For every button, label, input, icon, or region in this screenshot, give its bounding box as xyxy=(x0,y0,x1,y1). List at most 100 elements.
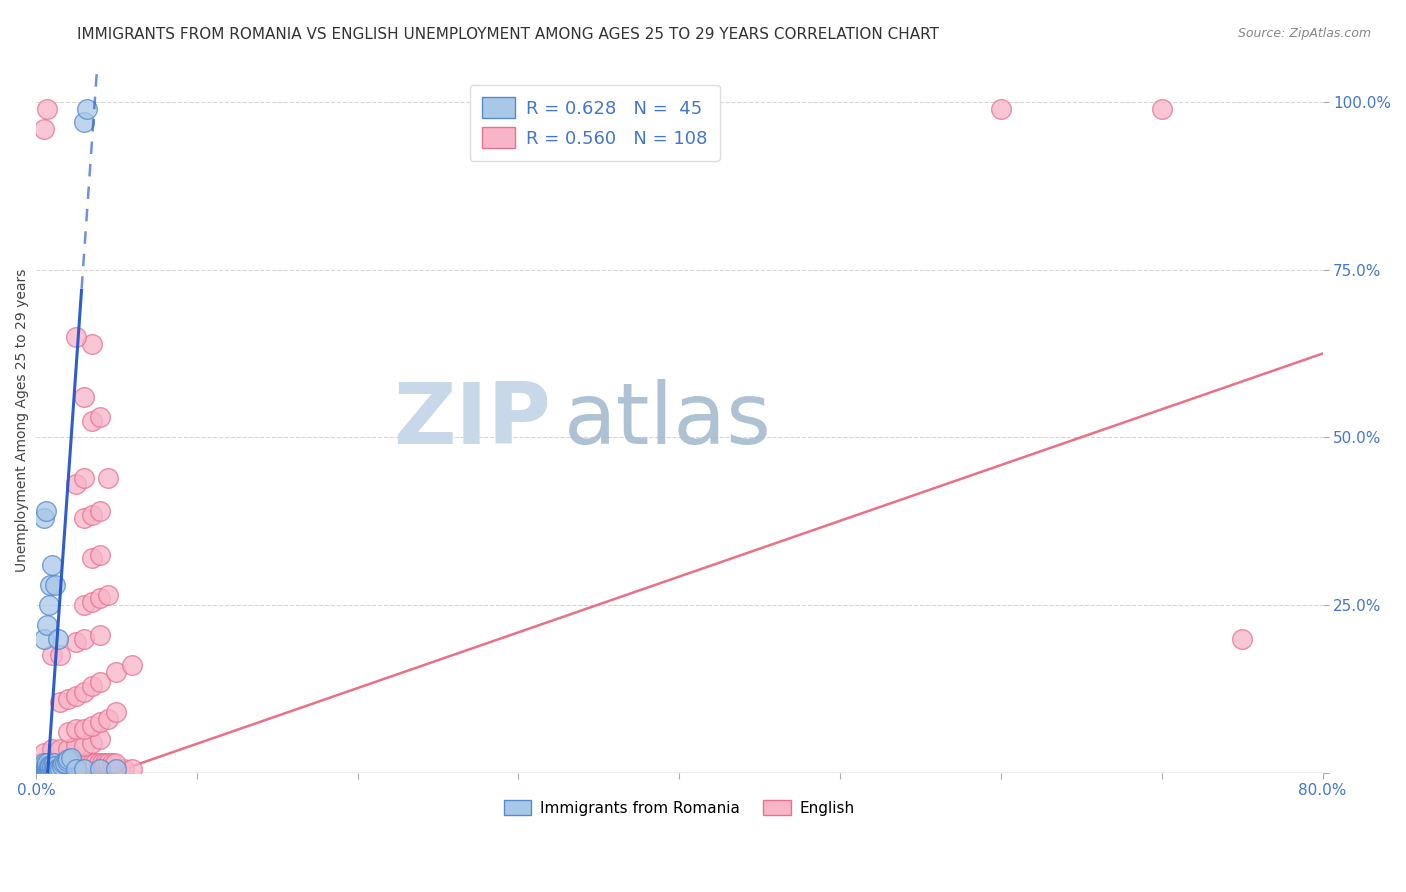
Point xyxy=(89,763,111,777)
Point xyxy=(32,121,55,136)
Point xyxy=(37,763,59,777)
Point xyxy=(56,725,79,739)
Point xyxy=(101,763,124,777)
Point xyxy=(41,763,63,777)
Point xyxy=(32,511,55,525)
Point xyxy=(112,763,135,777)
Point xyxy=(48,763,70,777)
Point xyxy=(31,759,53,773)
Point xyxy=(89,591,111,606)
Point xyxy=(76,102,98,116)
Point xyxy=(1150,102,1173,116)
Point xyxy=(34,763,56,777)
Point xyxy=(60,751,83,765)
Point xyxy=(53,756,76,770)
Point xyxy=(45,756,67,770)
Point xyxy=(38,763,60,777)
Point xyxy=(105,706,128,720)
Point xyxy=(37,759,59,773)
Point xyxy=(82,336,104,351)
Point xyxy=(121,658,143,673)
Point xyxy=(104,756,127,770)
Point xyxy=(56,763,79,777)
Point xyxy=(32,756,55,770)
Point xyxy=(37,763,59,777)
Point xyxy=(41,648,63,663)
Point xyxy=(65,739,87,753)
Point xyxy=(56,742,79,756)
Point xyxy=(49,742,72,756)
Y-axis label: Unemployment Among Ages 25 to 29 years: Unemployment Among Ages 25 to 29 years xyxy=(15,269,30,573)
Point xyxy=(73,470,96,484)
Point xyxy=(48,632,70,646)
Point xyxy=(73,763,96,777)
Point xyxy=(73,763,96,777)
Point xyxy=(32,763,55,777)
Point xyxy=(89,732,111,747)
Point xyxy=(97,588,120,602)
Point xyxy=(38,759,60,773)
Point xyxy=(73,685,96,699)
Point xyxy=(105,763,128,777)
Point xyxy=(105,665,128,680)
Point xyxy=(65,763,87,777)
Point xyxy=(62,756,84,770)
Point xyxy=(39,578,62,592)
Point xyxy=(76,763,98,777)
Point xyxy=(73,722,96,736)
Point xyxy=(65,722,87,736)
Point xyxy=(42,763,65,777)
Point xyxy=(87,756,110,770)
Point xyxy=(37,102,59,116)
Point xyxy=(56,692,79,706)
Point xyxy=(34,763,56,777)
Point xyxy=(59,763,82,777)
Point xyxy=(70,763,93,777)
Point xyxy=(65,477,87,491)
Point xyxy=(67,763,90,777)
Point xyxy=(45,763,67,777)
Point xyxy=(41,759,63,773)
Point xyxy=(51,759,73,773)
Point xyxy=(44,578,66,592)
Point xyxy=(55,756,77,770)
Text: Source: ZipAtlas.com: Source: ZipAtlas.com xyxy=(1237,27,1371,40)
Point xyxy=(86,763,108,777)
Point xyxy=(73,511,96,525)
Point xyxy=(37,618,59,632)
Point xyxy=(44,763,66,777)
Point xyxy=(42,763,65,777)
Point xyxy=(94,756,117,770)
Point xyxy=(67,756,90,770)
Point xyxy=(65,763,87,777)
Point xyxy=(42,756,65,770)
Point xyxy=(49,756,72,770)
Point xyxy=(45,763,67,777)
Point xyxy=(32,756,55,770)
Point xyxy=(55,754,77,768)
Point xyxy=(89,675,111,690)
Point xyxy=(39,763,62,777)
Point xyxy=(65,635,87,649)
Point xyxy=(89,410,111,425)
Point xyxy=(37,756,59,770)
Point xyxy=(62,763,84,777)
Point xyxy=(49,763,72,777)
Point xyxy=(93,763,115,777)
Point xyxy=(72,756,94,770)
Point xyxy=(49,648,72,663)
Point xyxy=(73,598,96,612)
Text: ZIP: ZIP xyxy=(392,379,551,462)
Point xyxy=(96,763,118,777)
Point xyxy=(97,756,120,770)
Point xyxy=(89,763,111,777)
Point xyxy=(82,414,104,428)
Point xyxy=(98,763,121,777)
Point xyxy=(97,712,120,726)
Point xyxy=(30,763,52,777)
Point xyxy=(51,763,73,777)
Point xyxy=(75,756,97,770)
Point xyxy=(73,115,96,129)
Point xyxy=(41,558,63,572)
Point xyxy=(38,763,60,777)
